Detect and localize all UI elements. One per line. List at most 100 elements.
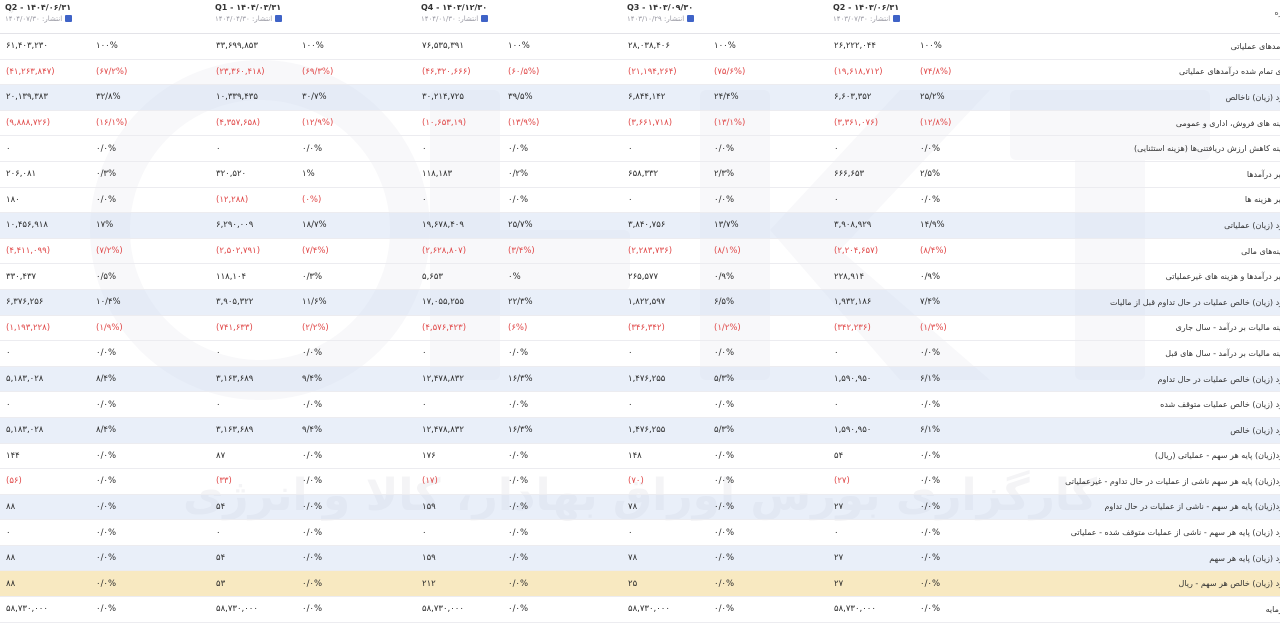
column-header[interactable]: Q2 - ۱۴۰۴/۰۶/۳۱ انتشار: ۱۴۰۴/۰۷/۳۰ xyxy=(0,0,210,34)
percent-cell: ۲/۵% xyxy=(914,161,1034,187)
row-label-text: سود(زیان) پایه هر سهم - ناشی از عملیات د… xyxy=(1104,502,1280,511)
period-title: Q3 - ۱۴۰۳/۰۹/۳۰ xyxy=(627,3,828,13)
percent-cell: ۷/۴% xyxy=(914,289,1034,315)
table-body: درآمدهای عملیاتی۱۰۰%۲۶,۲۲۲,۰۴۴۱۰۰%۲۸,۰۳۸… xyxy=(0,34,1280,623)
percent-cell: ۱۰۰% xyxy=(502,34,622,60)
percent-cell: (۶۰/۵%) xyxy=(502,59,622,85)
table-row[interactable]: سود (زیان) خالص عملیات در حال تداوم قبل … xyxy=(0,289,1280,315)
percent-cell: ۰/۳% xyxy=(296,264,416,290)
table-row[interactable]: سود (زیان) ناخالص۲۵/۲%۶,۶۰۳,۳۵۲۲۴/۴%۶,۸۴… xyxy=(0,85,1280,111)
percent-cell: (۶%) xyxy=(502,315,622,341)
value-cell: ۰ xyxy=(622,392,708,418)
value-cell: (۳,۳۶۱,۰۷۶) xyxy=(828,110,914,136)
table-row[interactable]: هزینه مالیات بر درآمد - سال جاری(۱/۳%)(۳… xyxy=(0,315,1280,341)
percent-cell: ۰/۰% xyxy=(90,571,210,597)
value-cell: ۳۳,۶۹۹,۸۵۳ xyxy=(210,34,296,60)
percent-cell: ۰/۰% xyxy=(914,597,1034,623)
value-cell: ۰ xyxy=(416,341,502,367)
value-cell: ۰ xyxy=(622,187,708,213)
value-cell: (۲۷) xyxy=(828,469,914,495)
percent-cell: ۱۶/۳% xyxy=(502,366,622,392)
value-cell: ۱,۴۷۶,۲۵۵ xyxy=(622,417,708,443)
row-label-text: هزینه مالیات بر درآمد - سال جاری xyxy=(1176,323,1280,332)
table-header: دوره Q2 - ۱۴۰۳/۰۶/۳۱ انتشار: ۱۴۰۳/۰۷/۳۰ … xyxy=(0,0,1280,34)
value-cell: ۲۰,۱۳۹,۳۸۳ xyxy=(0,85,90,111)
value-cell: ۸۸ xyxy=(0,571,90,597)
percent-cell: ۰/۰% xyxy=(708,571,828,597)
table-row[interactable]: سود(زیان) پایه هر سهم - ناشی از عملیات د… xyxy=(0,494,1280,520)
row-label: هزینه مالیات بر درآمد - سال جاری xyxy=(1034,315,1280,341)
value-cell: (۴,۳۵۷,۶۵۸) xyxy=(210,110,296,136)
value-cell: (۱۹,۶۱۸,۷۱۲) xyxy=(828,59,914,85)
table-row[interactable]: سود (زیان) خالص۶/۱%۱,۵۹۰,۹۵۰۵/۳%۱,۴۷۶,۲۵… xyxy=(0,417,1280,443)
value-cell: ۷۶,۵۳۵,۳۹۱ xyxy=(416,34,502,60)
table-row[interactable]: سود (زیان) پایه هر سهم - ناشی از عملیات … xyxy=(0,520,1280,546)
value-cell: (۷۴۱,۶۳۳) xyxy=(210,315,296,341)
row-label: سود (زیان) پایه هر سهم - ناشی از عملیات … xyxy=(1034,520,1280,546)
value-cell: ۰ xyxy=(210,392,296,418)
percent-cell: ۰/۰% xyxy=(90,443,210,469)
value-cell: ۱۹,۶۷۸,۴۰۹ xyxy=(416,213,502,239)
table-row[interactable]: سایر هزینه ها۰/۰%۰۰/۰%۰۰/۰%۰(۰%)(۱۲,۲۸۸)… xyxy=(0,187,1280,213)
column-header[interactable]: Q1 - ۱۴۰۴/۰۳/۳۱ انتشار: ۱۴۰۴/۰۴/۳۰ xyxy=(210,0,416,34)
percent-cell: ۰/۰% xyxy=(914,341,1034,367)
value-cell: ۰ xyxy=(210,520,296,546)
row-label-text: هزینه مالیات بر درآمد - سال های قبل xyxy=(1165,349,1280,358)
value-cell: ۲۵ xyxy=(622,571,708,597)
percent-cell: (۶۷/۲%) xyxy=(90,59,210,85)
percent-cell: ۹/۴% xyxy=(296,366,416,392)
table-row[interactable]: بهای تمام شده درآمدهای عملیاتی(۷۴/۸%)(۱۹… xyxy=(0,59,1280,85)
row-label-text: سود (زیان) پایه هر سهم xyxy=(1209,554,1280,563)
period-title: Q2 - ۱۴۰۳/۰۶/۳۱ xyxy=(833,3,1034,13)
percent-cell: ۰/۰% xyxy=(90,392,210,418)
row-label: سود (زیان) خالص xyxy=(1034,417,1280,443)
value-cell: (۹,۸۸۸,۷۲۶) xyxy=(0,110,90,136)
value-cell: ۱۸۰ xyxy=(0,187,90,213)
table-row[interactable]: سود(زیان) پایه هر سهم ناشی از عملیات در … xyxy=(0,469,1280,495)
percent-cell: ۰/۰% xyxy=(502,469,622,495)
table-row[interactable]: سایر درآمدها۲/۵%۶۶۶,۶۵۳۲/۳%۶۵۸,۳۳۲۰/۲%۱۱… xyxy=(0,161,1280,187)
value-cell: ۵۸,۷۳۰,۰۰۰ xyxy=(622,597,708,623)
table-row[interactable]: سرمایه۰/۰%۵۸,۷۳۰,۰۰۰۰/۰%۵۸,۷۳۰,۰۰۰۰/۰%۵۸… xyxy=(0,597,1280,623)
column-header[interactable]: Q2 - ۱۴۰۳/۰۶/۳۱ انتشار: ۱۴۰۳/۰۷/۳۰ xyxy=(828,0,1034,34)
percent-cell: ۱% xyxy=(296,161,416,187)
value-cell: ۲۸,۰۳۸,۴۰۶ xyxy=(622,34,708,60)
percent-cell: ۲/۳% xyxy=(708,161,828,187)
table-row[interactable]: درآمدهای عملیاتی۱۰۰%۲۶,۲۲۲,۰۴۴۱۰۰%۲۸,۰۳۸… xyxy=(0,34,1280,60)
publish-date: انتشار: ۱۴۰۳/۱۰/۲۹ xyxy=(627,15,684,23)
value-cell: ۰ xyxy=(828,520,914,546)
percent-cell: ۰/۹% xyxy=(708,264,828,290)
column-header[interactable]: Q3 - ۱۴۰۳/۰۹/۳۰ انتشار: ۱۴۰۳/۱۰/۲۹ xyxy=(622,0,828,34)
row-label-text: هزینه‌های مالی xyxy=(1241,247,1280,256)
table-row[interactable]: هزینه های فروش، اداری و عمومی(۱۲/۸%)(۳,۳… xyxy=(0,110,1280,136)
table-row[interactable]: هزینه کاهش ارزش دریافتنی‌ها (هزینه استثن… xyxy=(0,136,1280,162)
percent-cell: (۳/۴%) xyxy=(502,238,622,264)
value-cell: ۶,۶۰۳,۳۵۲ xyxy=(828,85,914,111)
value-cell: ۸۸ xyxy=(0,545,90,571)
value-cell: ۱۵۹ xyxy=(416,494,502,520)
value-cell: (۳۴۶,۳۴۲) xyxy=(622,315,708,341)
percent-cell: (۰%) xyxy=(296,187,416,213)
table-row[interactable]: سود (زیان) پایه هر سهم۰/۰%۲۷۰/۰%۷۸۰/۰%۱۵… xyxy=(0,545,1280,571)
table-row[interactable]: هزینه مالیات بر درآمد - سال های قبل ۰/۰% ۰… xyxy=(0,341,1280,367)
column-header[interactable]: Q4 - ۱۴۰۳/۱۲/۳۰ انتشار: ۱۴۰۴/۰۱/۳۰ xyxy=(416,0,622,34)
table-row[interactable]: هزینه‌های مالی(۸/۴%)(۲,۲۰۴,۶۵۷)(۸/۱%)(۲,… xyxy=(0,238,1280,264)
percent-cell: ۲۴/۴% xyxy=(708,85,828,111)
percent-cell: ۱۰۰% xyxy=(914,34,1034,60)
value-cell: ۸۸ xyxy=(0,494,90,520)
percent-cell: ۱۳/۷% xyxy=(708,213,828,239)
percent-cell: ۰/۰% xyxy=(296,494,416,520)
value-cell: (۱۰,۶۵۳,۱۹) xyxy=(416,110,502,136)
value-cell: ۶۱,۴۰۳,۲۳۰ xyxy=(0,34,90,60)
period-title: Q1 - ۱۴۰۴/۰۳/۳۱ xyxy=(215,3,416,13)
row-label-text: سود (زیان) خالص عملیات متوقف شده xyxy=(1160,400,1280,409)
percent-cell: ۰/۰% xyxy=(296,443,416,469)
table-row[interactable]: سود (زیان) عملیاتی۱۴/۹%۳,۹۰۸,۹۲۹۱۳/۷%۳,۸… xyxy=(0,213,1280,239)
percent-cell: ۰/۰% xyxy=(296,545,416,571)
table-row[interactable]: سود(زیان) پایه هر سهم - عملیاتی (ریال)۰/… xyxy=(0,443,1280,469)
